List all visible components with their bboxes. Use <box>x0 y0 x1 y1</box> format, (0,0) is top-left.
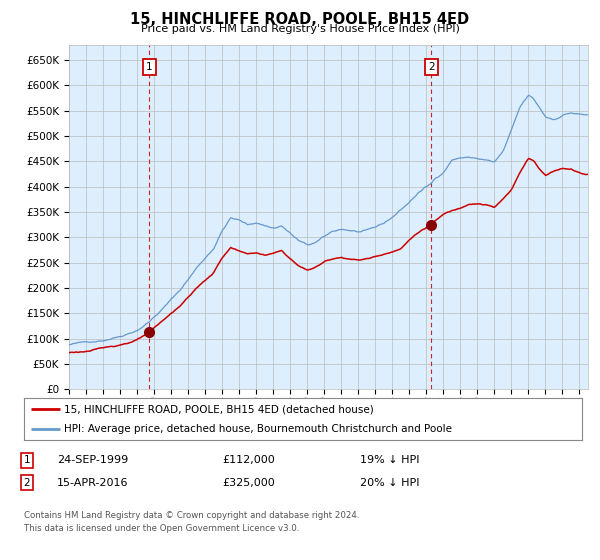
Text: 15-APR-2016: 15-APR-2016 <box>57 478 128 488</box>
Text: 20% ↓ HPI: 20% ↓ HPI <box>360 478 419 488</box>
Text: 2: 2 <box>23 478 31 488</box>
Text: £112,000: £112,000 <box>222 455 275 465</box>
Text: 19% ↓ HPI: 19% ↓ HPI <box>360 455 419 465</box>
Text: 24-SEP-1999: 24-SEP-1999 <box>57 455 128 465</box>
Text: 1: 1 <box>23 455 31 465</box>
Text: Contains HM Land Registry data © Crown copyright and database right 2024.: Contains HM Land Registry data © Crown c… <box>24 511 359 520</box>
Text: 15, HINCHLIFFE ROAD, POOLE, BH15 4ED (detached house): 15, HINCHLIFFE ROAD, POOLE, BH15 4ED (de… <box>64 404 374 414</box>
Text: Price paid vs. HM Land Registry's House Price Index (HPI): Price paid vs. HM Land Registry's House … <box>140 24 460 34</box>
Text: HPI: Average price, detached house, Bournemouth Christchurch and Poole: HPI: Average price, detached house, Bour… <box>64 424 452 434</box>
Text: 1: 1 <box>146 62 153 72</box>
Text: £325,000: £325,000 <box>222 478 275 488</box>
Text: 2: 2 <box>428 62 434 72</box>
Text: This data is licensed under the Open Government Licence v3.0.: This data is licensed under the Open Gov… <box>24 524 299 533</box>
Text: 15, HINCHLIFFE ROAD, POOLE, BH15 4ED: 15, HINCHLIFFE ROAD, POOLE, BH15 4ED <box>130 12 470 27</box>
